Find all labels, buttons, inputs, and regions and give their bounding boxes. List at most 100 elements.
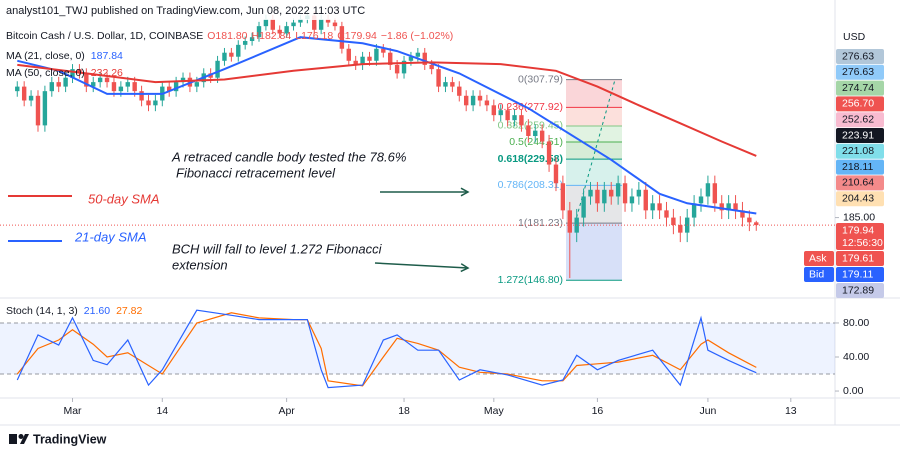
candle-body (312, 15, 317, 30)
price-tag (836, 96, 884, 112)
candle-body (664, 210, 669, 218)
fib-band (566, 142, 622, 160)
price-tag-prefix: Ask (809, 252, 827, 264)
x-tick-label: 14 (156, 405, 168, 417)
annotation-text: Fibonacci retracement level (176, 165, 336, 180)
candle-body (622, 183, 628, 204)
legend-name: MA (21, close, 0) (6, 50, 85, 62)
annotation-arrow (374, 262, 469, 269)
price-tag-label: 221.08 (842, 145, 874, 157)
stoch-legend: Stoch (14, 1, 3) 21.60 27.82 (6, 305, 143, 317)
price-tag-prefix: Bid (809, 268, 824, 280)
candle-body (463, 95, 469, 106)
publisher-line: analyst101_TWJ published on TradingView.… (6, 5, 365, 17)
price-tag (836, 191, 884, 207)
price-tag-prefix-box (804, 267, 834, 282)
candle-body (719, 203, 724, 211)
stoch-band (0, 322, 835, 375)
stoch-line (16, 309, 757, 389)
candle-body (698, 196, 704, 204)
candle-body (42, 91, 48, 126)
stoch-value: 21.60 (84, 305, 110, 317)
candle-body (602, 189, 607, 204)
annotation-text: extension (172, 257, 228, 272)
y-tick-label: 40.00 (843, 351, 869, 363)
fib-band (566, 185, 622, 224)
fib-label: 0.786(208.31) (498, 179, 563, 191)
candle-body (671, 217, 676, 226)
candle-body (104, 77, 110, 83)
candle-body (256, 26, 262, 38)
candle-body (457, 86, 462, 96)
x-tick-label: 18 (398, 405, 410, 417)
price-tag-label: 276.63 (842, 50, 874, 62)
candle-body (470, 95, 476, 106)
candle-body (712, 183, 718, 204)
price-tag (836, 143, 884, 159)
candle-body (553, 164, 559, 184)
candle-body (270, 19, 276, 30)
annotation-text: A retraced candle body tested the 78.6% (171, 149, 406, 164)
stoch-title: Stoch (14, 1, 3) (6, 305, 78, 317)
candle-body (353, 60, 358, 65)
candle-body (194, 82, 200, 87)
x-tick-label: May (484, 405, 505, 417)
symbol-title: Bitcoin Cash / U.S. Dollar, 1D, COINBASE (6, 30, 203, 42)
candle-body (546, 141, 552, 165)
fib-label: 1(181.23) (518, 217, 563, 229)
candle-body (153, 100, 158, 106)
price-tag-prefix-box (804, 251, 834, 266)
x-tick-label: Mar (63, 405, 82, 417)
logo-dot (18, 434, 24, 439)
axis-unit: USD (843, 31, 866, 43)
candle-body (726, 203, 731, 211)
price-tag (836, 159, 884, 175)
legend-value: 232.26 (91, 67, 123, 79)
candle-body (484, 100, 490, 106)
fib-label: 1.272(146.80) (498, 274, 563, 286)
candle-body (77, 69, 82, 74)
candle-body (125, 82, 130, 87)
annotation-arrow-head (460, 187, 470, 197)
candle-body (394, 64, 400, 74)
ohlc-value: L176.18 (295, 30, 333, 42)
candle-body (636, 189, 642, 197)
candle-body (242, 41, 248, 45)
candle-body (519, 115, 524, 126)
candle-body (539, 130, 545, 142)
price-tag-label: 276.63 (842, 66, 874, 78)
candle-body (180, 77, 186, 83)
logo-block (9, 434, 17, 444)
candle-body (249, 37, 255, 42)
candle-body (657, 203, 662, 211)
candle-body (360, 56, 365, 65)
x-tick-label: 13 (785, 405, 797, 417)
y-tick-label: 80.00 (843, 317, 869, 329)
candle-body (118, 86, 124, 92)
sma-label: 50-day SMA (88, 191, 160, 206)
fib-band (566, 125, 622, 143)
candle-body (49, 82, 54, 92)
price-tag (836, 128, 884, 143)
candle-body (491, 105, 497, 116)
candle-body (236, 44, 241, 57)
price-tag-label: 223.91 (842, 129, 874, 141)
candle-body (629, 196, 635, 204)
x-tick-label: 16 (592, 405, 604, 417)
candle-body (91, 82, 96, 87)
candle-body (567, 210, 572, 233)
candle-body (346, 48, 351, 61)
fib-label: 0.618(229.58) (498, 153, 563, 165)
fib-band (566, 223, 622, 281)
candle-body (429, 64, 434, 70)
candle-body (512, 115, 517, 121)
price-tag-label: 204.43 (842, 192, 874, 204)
candle-body (15, 86, 20, 92)
y-tick-label: 185.00 (843, 211, 875, 223)
stoch-line (16, 312, 757, 387)
candle-body (595, 189, 600, 204)
fib-band (566, 107, 622, 126)
main-layer: 185.00 USD 276.63 276.63 274.74 256.70 252.62 2… (0, 11, 884, 417)
